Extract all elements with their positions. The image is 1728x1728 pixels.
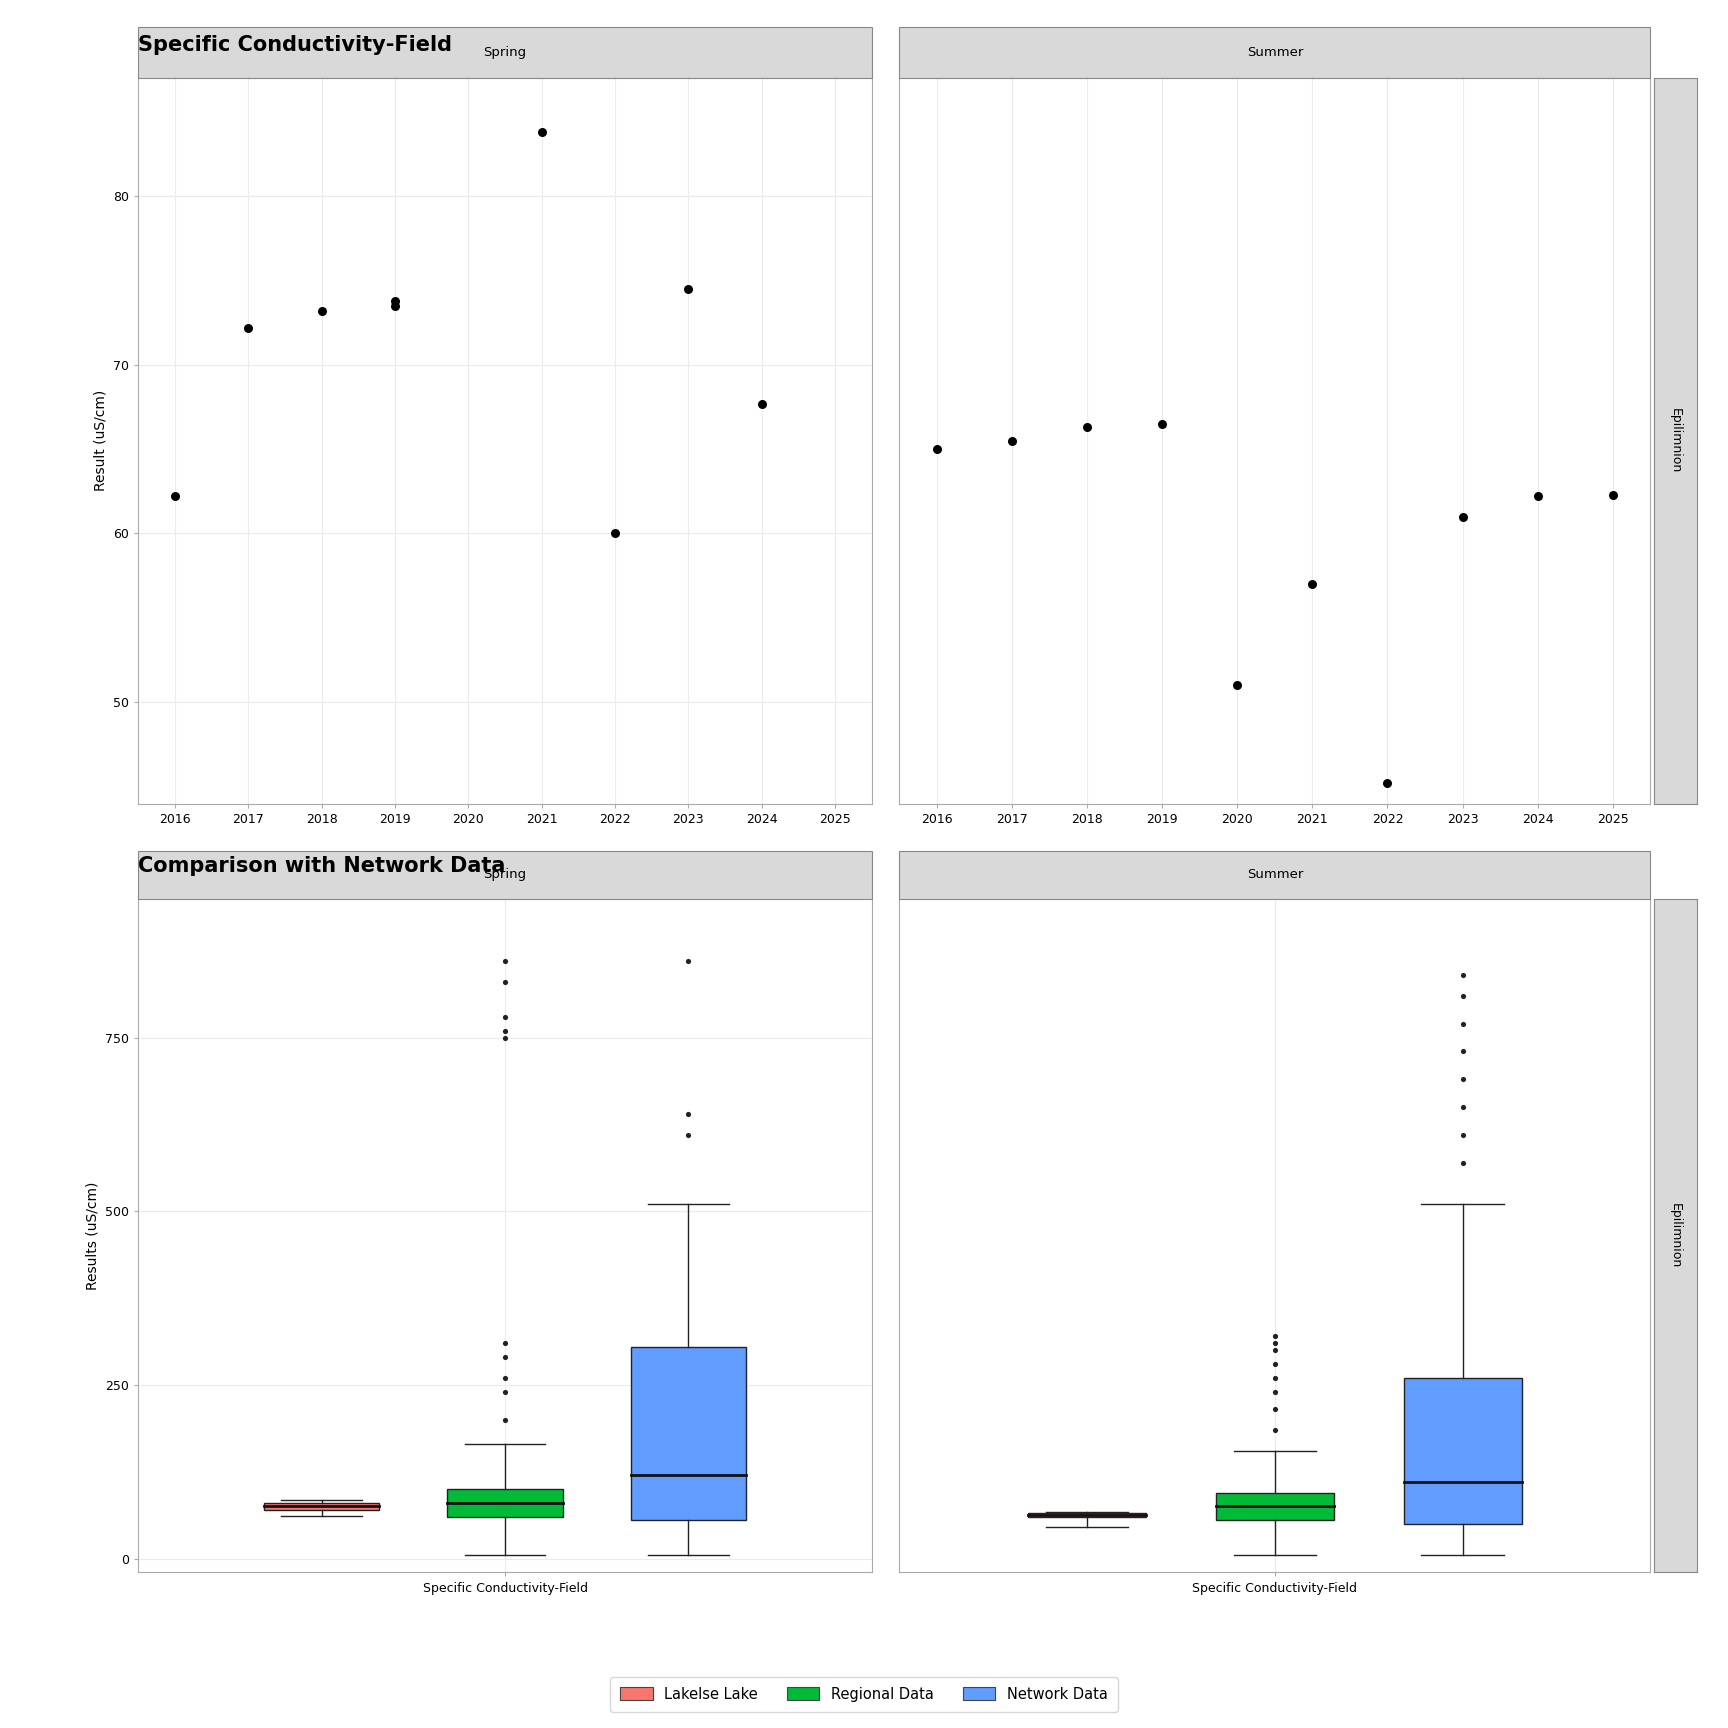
Point [1261,1377,1289,1405]
Point [1598,480,1626,508]
Point [308,297,335,325]
Bar [1028,1512,1146,1517]
Point [1524,482,1552,510]
Point [235,314,263,342]
Point [999,427,1026,454]
Point [1448,982,1476,1009]
Point [674,1121,702,1149]
Bar [631,1346,746,1521]
Point [1261,1417,1289,1445]
Bar [1217,1493,1334,1521]
FancyBboxPatch shape [138,28,871,78]
Point [491,1329,518,1356]
Point [1448,503,1476,530]
Point [674,275,702,302]
Point [1448,1009,1476,1037]
Point [1261,1350,1289,1377]
Point [748,391,776,418]
Point [491,1343,518,1370]
Text: Spring: Spring [484,869,527,881]
Point [491,1377,518,1405]
Point [382,292,410,320]
Point [674,1101,702,1128]
Point [1448,961,1476,988]
Text: Spring: Spring [484,47,527,59]
Point [1073,413,1101,441]
Bar [1403,1377,1522,1524]
Point [1261,1363,1289,1391]
FancyBboxPatch shape [899,852,1650,899]
Point [601,520,629,548]
Point [491,1002,518,1030]
Text: Epilimnion: Epilimnion [1669,1203,1681,1268]
Text: Summer: Summer [1246,869,1303,881]
Point [1261,1329,1289,1356]
Point [527,118,555,145]
Point [1448,1121,1476,1149]
Point [923,435,950,463]
Text: Specific Conductivity-Field: Specific Conductivity-Field [138,35,453,55]
Text: Epilimnion: Epilimnion [1669,408,1681,473]
Point [1261,1322,1289,1350]
FancyBboxPatch shape [138,852,871,899]
Bar [264,1503,378,1510]
Text: Comparison with Network Data: Comparison with Network Data [138,855,506,876]
Point [1298,570,1325,598]
Y-axis label: Result (uS/cm): Result (uS/cm) [93,391,107,491]
Point [491,1023,518,1051]
Point [1261,1396,1289,1424]
FancyBboxPatch shape [899,28,1650,78]
Point [491,947,518,975]
Y-axis label: Results (uS/cm): Results (uS/cm) [86,1182,100,1289]
Point [1448,1066,1476,1094]
Point [1149,410,1177,437]
Bar [448,1490,563,1517]
Point [1223,672,1251,700]
Legend: Lakelse Lake, Regional Data, Network Data: Lakelse Lake, Regional Data, Network Dat… [610,1676,1118,1712]
Point [491,1407,518,1434]
Point [491,968,518,995]
Point [382,287,410,314]
Point [1261,1336,1289,1363]
Point [1448,1037,1476,1064]
Point [161,482,188,510]
Point [491,1016,518,1044]
Text: Summer: Summer [1246,47,1303,59]
Point [674,947,702,975]
Point [1448,1094,1476,1121]
Point [1448,1149,1476,1177]
Point [1374,769,1401,797]
Point [491,1363,518,1391]
